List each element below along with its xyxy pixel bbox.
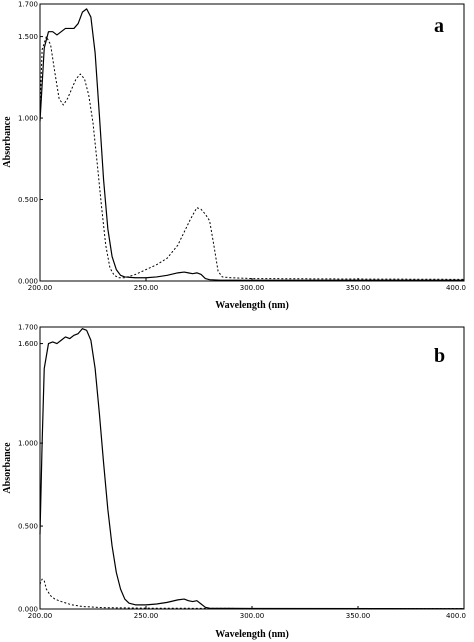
panel-b-y-axis-title: Absorbance bbox=[2, 442, 13, 494]
x-tick-label: 350.00 bbox=[346, 612, 371, 620]
y-tick-label: 1.600 bbox=[18, 340, 38, 348]
y-tick-label: 1.700 bbox=[18, 1, 38, 9]
panel-a-series bbox=[39, 8, 465, 281]
panel-a-y-ticks: 0.000 0.500 1.000 1.500 1.700 bbox=[18, 1, 43, 286]
panel-b: 0.000 0.500 1.000 1.600 1.700 200.00 250.00 30… bbox=[2, 324, 466, 641]
panel-a-letter: a bbox=[434, 15, 444, 37]
y-tick-label: 1.500 bbox=[18, 33, 38, 41]
x-tick-label: 250.00 bbox=[134, 284, 159, 292]
x-tick-label: 200.00 bbox=[28, 284, 53, 292]
panel-a-x-axis-title: Wavelength (nm) bbox=[215, 300, 289, 311]
y-tick-label: 0.500 bbox=[18, 196, 38, 204]
y-tick-label: 1.000 bbox=[18, 115, 38, 123]
solid-series-line bbox=[39, 8, 464, 281]
dashed-series-line bbox=[39, 578, 465, 610]
x-tick-label: 400.0 bbox=[446, 612, 466, 620]
y-tick-label: 1.700 bbox=[18, 324, 38, 332]
x-tick-label: 350.00 bbox=[346, 284, 371, 292]
x-tick-label: 400.0 bbox=[446, 284, 466, 292]
x-tick-label: 300.00 bbox=[240, 612, 265, 620]
panel-b-series bbox=[39, 328, 465, 610]
x-tick-label: 250.00 bbox=[134, 612, 159, 620]
y-tick-label: 0.000 bbox=[18, 606, 38, 614]
panel-a-y-axis-title: Absorbance bbox=[2, 116, 13, 168]
panel-b-letter: b bbox=[434, 345, 445, 367]
solid-series-line bbox=[39, 328, 465, 610]
x-tick-label: 200.00 bbox=[28, 612, 53, 620]
y-tick-label: 0.000 bbox=[18, 278, 38, 286]
x-tick-label: 300.00 bbox=[240, 284, 265, 292]
dashed-series-line bbox=[39, 36, 465, 280]
panel-a-plot-frame bbox=[39, 3, 465, 282]
y-tick-label: 1.000 bbox=[18, 440, 38, 448]
panel-b-y-ticks: 0.000 0.500 1.000 1.600 1.700 bbox=[18, 324, 43, 614]
panel-b-x-axis-title: Wavelength (nm) bbox=[215, 629, 289, 640]
panel-a: 0.000 0.500 1.000 1.500 1.700 200.00 250.00 30… bbox=[2, 1, 466, 312]
y-tick-label: 0.500 bbox=[18, 523, 38, 531]
